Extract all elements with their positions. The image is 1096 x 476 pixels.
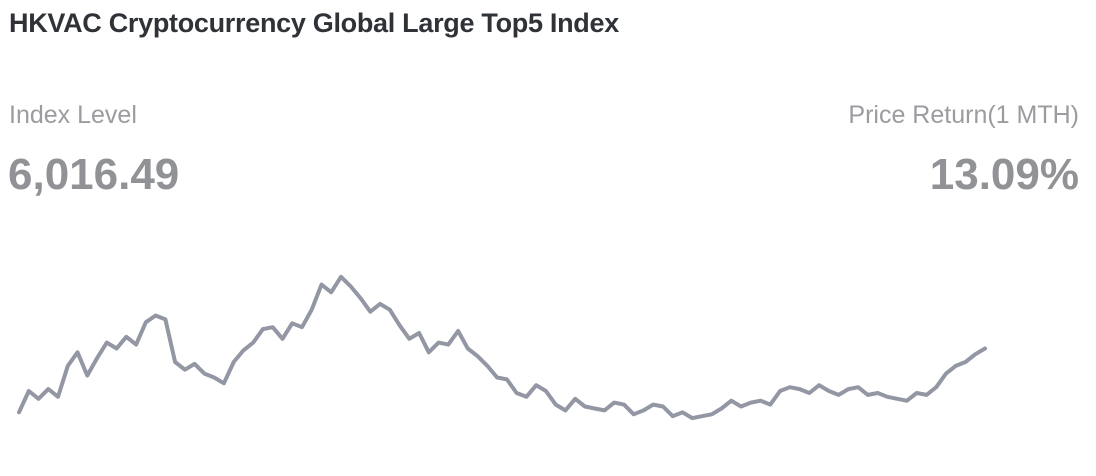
index-title: HKVAC Cryptocurrency Global Large Top5 I… (9, 8, 619, 38)
price-return-value: 13.09% (929, 150, 1079, 199)
sparkline-path (17, 274, 987, 421)
index-sparkline (17, 274, 987, 421)
index-level-value: 6,016.49 (8, 150, 180, 199)
index-level-label: Index Level (9, 101, 137, 129)
price-return-label: Price Return(1 MTH) (848, 101, 1079, 129)
